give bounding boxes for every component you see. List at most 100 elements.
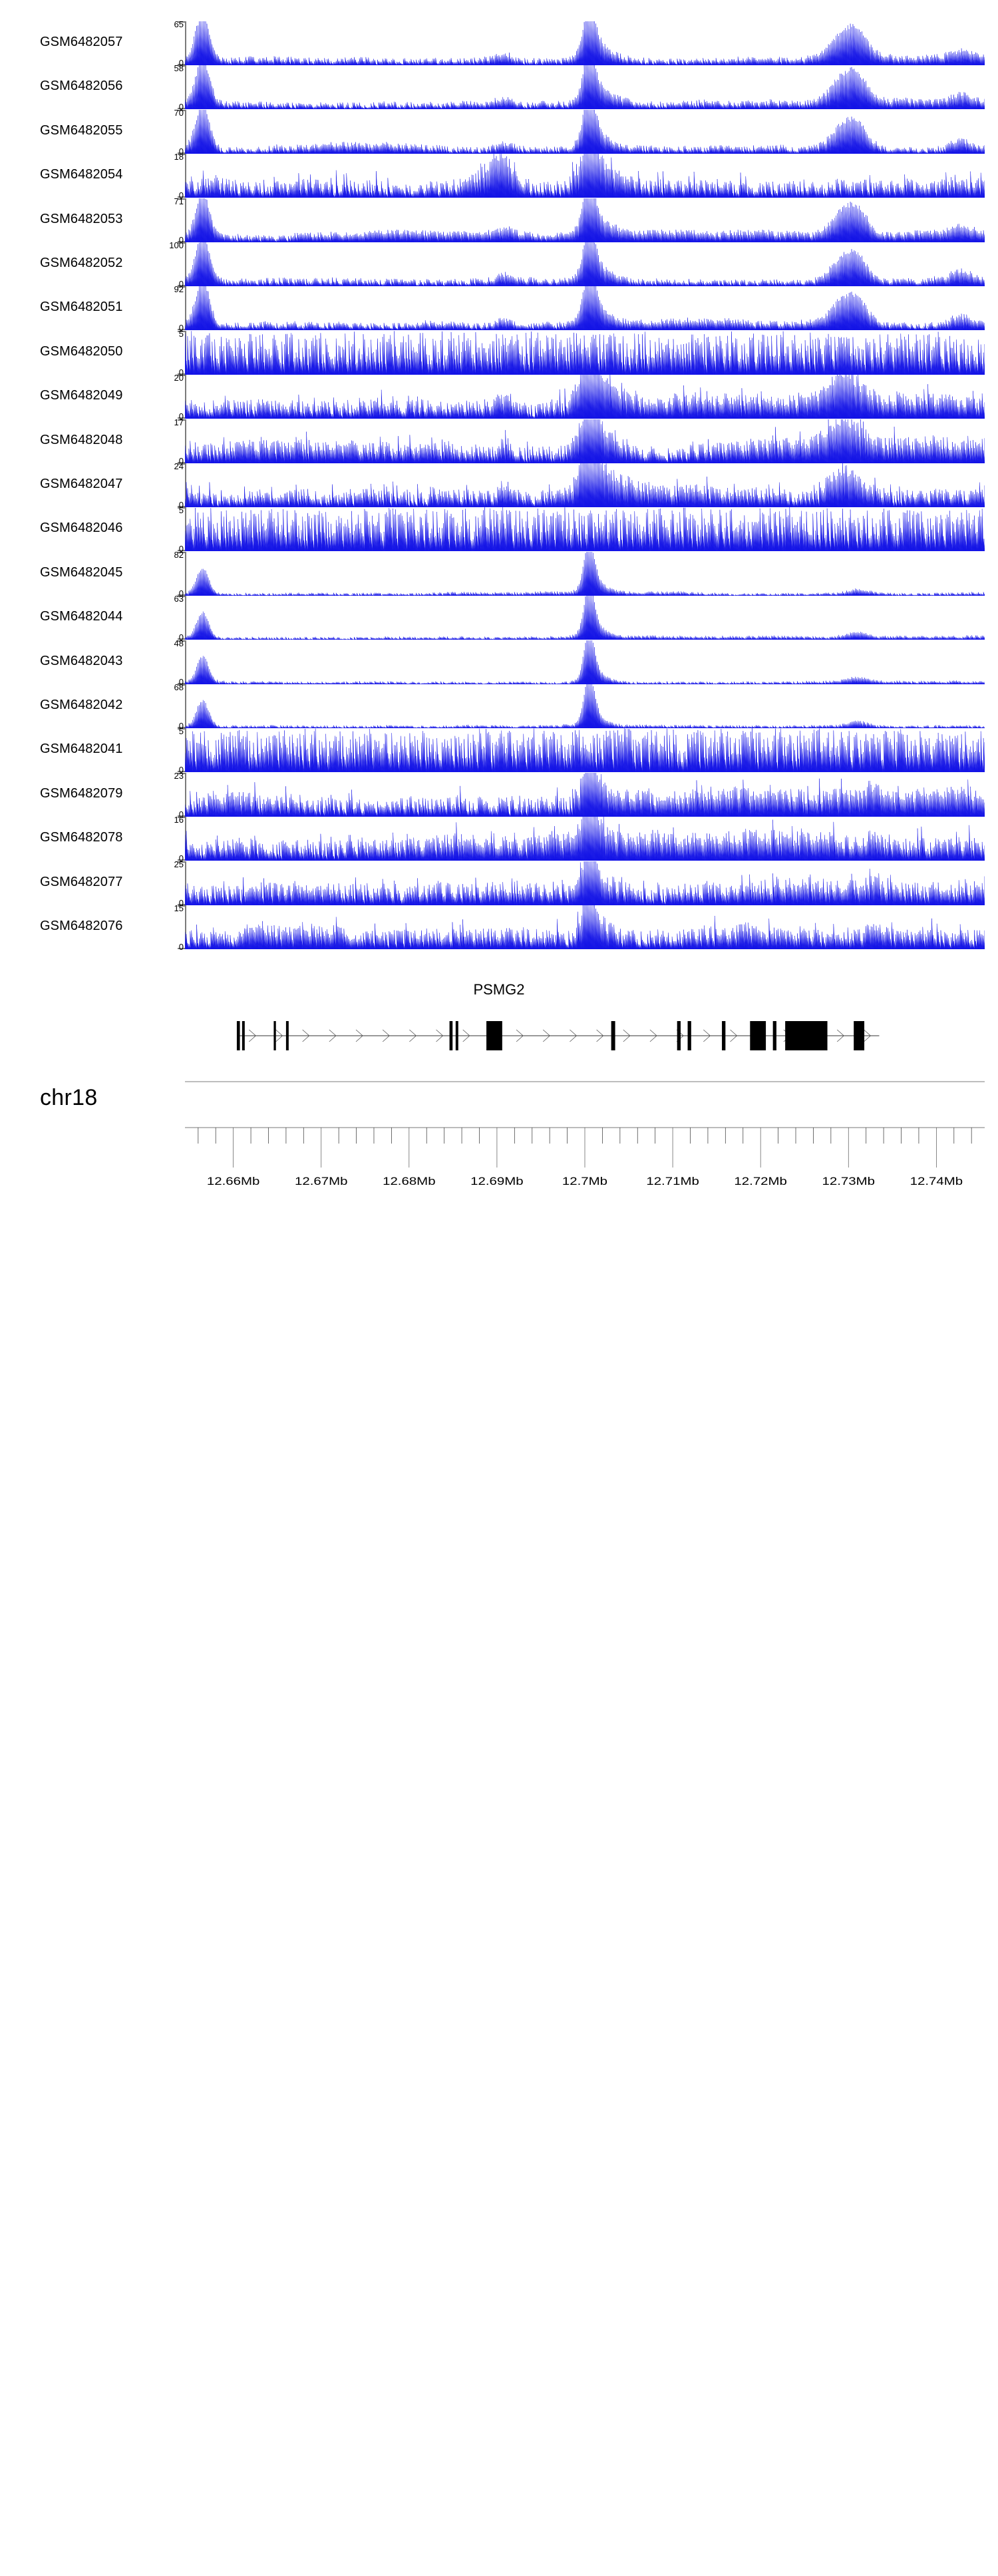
chromosome-axis-panel: chr18 12.66Mb 12.67Mb 12.68Mb 12.69Mb 12.7Mb 1… xyxy=(0,1077,998,1223)
strand-arrow-icon xyxy=(623,1030,630,1042)
coverage-plot[interactable] xyxy=(185,905,985,949)
coverage-track[interactable]: GSM6482076 15 0 xyxy=(0,904,998,951)
coverage-plot[interactable] xyxy=(185,109,985,154)
coverage-track[interactable]: GSM6482055 70 0 xyxy=(0,108,998,156)
coverage-plot[interactable] xyxy=(185,728,985,773)
coverage-plot[interactable] xyxy=(185,65,985,110)
track-y-axis: 82 0 xyxy=(158,550,193,598)
coverage-plot[interactable] xyxy=(185,154,985,198)
y-axis-min-label: 0 xyxy=(178,721,184,731)
y-axis-spine xyxy=(185,463,186,507)
exon-box xyxy=(236,1021,240,1051)
y-axis-tick-min xyxy=(178,903,185,905)
coverage-plot[interactable] xyxy=(185,331,985,375)
coverage-track[interactable]: GSM6482056 58 0 xyxy=(0,63,998,111)
y-axis-tick-min xyxy=(178,594,185,596)
y-axis-max-label: 68 xyxy=(174,682,184,692)
y-axis-tick-min xyxy=(178,108,185,110)
gene-name-label: PSMG2 xyxy=(473,981,525,998)
y-axis-max-label: 23 xyxy=(174,770,184,781)
y-axis-max-label: 65 xyxy=(174,19,184,29)
exon-box xyxy=(611,1021,615,1051)
coverage-plot[interactable] xyxy=(185,198,985,242)
strand-arrow-icon xyxy=(543,1030,550,1042)
y-axis-max-label: 100 xyxy=(169,240,184,250)
axis-tick-label: 12.68Mb xyxy=(383,1175,435,1187)
gene-model-track[interactable] xyxy=(185,1012,985,1060)
y-axis-spine xyxy=(185,154,186,198)
coverage-plot[interactable] xyxy=(185,375,985,419)
exon-box xyxy=(785,1021,828,1051)
coverage-track[interactable]: GSM6482053 71 0 xyxy=(0,196,998,245)
y-axis-max-label: 18 xyxy=(174,152,184,162)
y-axis-max-label: 48 xyxy=(174,638,184,648)
strand-arrow-icon xyxy=(275,1030,282,1042)
coverage-plot[interactable] xyxy=(185,861,985,905)
exon-box xyxy=(242,1021,245,1051)
y-axis-tick-max xyxy=(178,684,185,686)
y-axis-min-label: 0 xyxy=(178,632,184,643)
coverage-track[interactable]: GSM6482045 82 0 xyxy=(0,550,998,598)
coverage-plot[interactable] xyxy=(185,507,985,552)
y-axis-spine xyxy=(185,728,186,773)
coverage-plot[interactable] xyxy=(185,242,985,286)
y-axis-spine xyxy=(185,772,186,817)
y-axis-tick-max xyxy=(178,861,185,863)
coverage-track[interactable]: GSM6482043 48 0 xyxy=(0,638,998,686)
coverage-track[interactable]: GSM6482042 68 0 xyxy=(0,682,998,731)
coverage-plot[interactable] xyxy=(185,640,985,684)
coverage-plot[interactable] xyxy=(185,772,985,817)
axis-tick-label: 12.69Mb xyxy=(470,1175,523,1187)
genomic-coordinate-axis[interactable]: 12.66Mb 12.67Mb 12.68Mb 12.69Mb 12.7Mb 12.71M… xyxy=(185,1124,985,1210)
coverage-track[interactable]: GSM6482046 5 0 xyxy=(0,506,998,553)
y-axis-min-label: 0 xyxy=(178,190,184,201)
coverage-plot[interactable] xyxy=(185,286,985,331)
y-axis-spine xyxy=(185,551,186,596)
coverage-track[interactable]: GSM6482057 65 0 xyxy=(0,19,998,67)
coverage-track[interactable]: GSM6482041 5 0 xyxy=(0,727,998,774)
y-axis-min-label: 0 xyxy=(178,234,184,245)
coverage-track[interactable]: GSM6482077 25 0 xyxy=(0,860,998,907)
coverage-plot[interactable] xyxy=(185,21,985,65)
y-axis-max-label: 63 xyxy=(174,594,184,604)
coverage-track[interactable]: GSM6482051 92 0 xyxy=(0,285,998,332)
track-sample-label: GSM6482052 xyxy=(40,256,123,270)
coverage-plot[interactable] xyxy=(185,817,985,861)
y-axis-max-label: 20 xyxy=(174,373,184,383)
coverage-plot[interactable] xyxy=(185,419,985,463)
coverage-track[interactable]: GSM6482052 100 0 xyxy=(0,240,998,288)
y-axis-spine xyxy=(185,375,186,419)
coverage-plot[interactable] xyxy=(185,551,985,596)
y-axis-tick-max xyxy=(178,507,185,509)
coverage-track[interactable]: GSM6482054 18 0 xyxy=(0,152,998,201)
coverage-track[interactable]: GSM6482048 17 0 xyxy=(0,418,998,465)
exon-box xyxy=(677,1021,681,1051)
y-axis-tick-max xyxy=(178,817,185,819)
y-axis-tick-min xyxy=(178,727,185,728)
coverage-plot[interactable] xyxy=(185,684,985,728)
y-axis-max-label: 71 xyxy=(174,196,184,206)
track-sample-label: GSM6482049 xyxy=(40,388,123,403)
coverage-track[interactable]: GSM6482079 23 0 xyxy=(0,770,998,819)
coverage-track[interactable]: GSM6482078 16 0 xyxy=(0,815,998,863)
y-axis-max-label: 5 xyxy=(178,328,184,339)
y-axis-tick-max xyxy=(178,419,185,421)
track-sample-label: GSM6482047 xyxy=(40,477,123,491)
exon-box xyxy=(455,1021,458,1051)
y-axis-spine xyxy=(185,21,186,65)
y-axis-tick-min xyxy=(178,461,185,463)
y-axis-min-label: 0 xyxy=(178,588,184,598)
coverage-track[interactable]: GSM6482049 20 0 xyxy=(0,373,998,421)
coverage-plot[interactable] xyxy=(185,463,985,507)
coverage-plot[interactable] xyxy=(185,596,985,640)
track-sample-label: GSM6482055 xyxy=(40,122,123,138)
coverage-track[interactable]: GSM6482047 24 0 xyxy=(0,462,998,509)
track-sample-label: GSM6482042 xyxy=(40,698,123,712)
y-axis-spine xyxy=(185,817,186,861)
coverage-track[interactable]: GSM6482044 63 0 xyxy=(0,594,998,643)
y-axis-tick-max xyxy=(178,728,185,730)
track-sample-label: GSM6482056 xyxy=(40,79,123,94)
coverage-track[interactable]: GSM6482050 5 0 xyxy=(0,328,998,377)
y-axis-max-label: 58 xyxy=(174,63,184,74)
axis-tick-label: 12.73Mb xyxy=(822,1175,875,1187)
